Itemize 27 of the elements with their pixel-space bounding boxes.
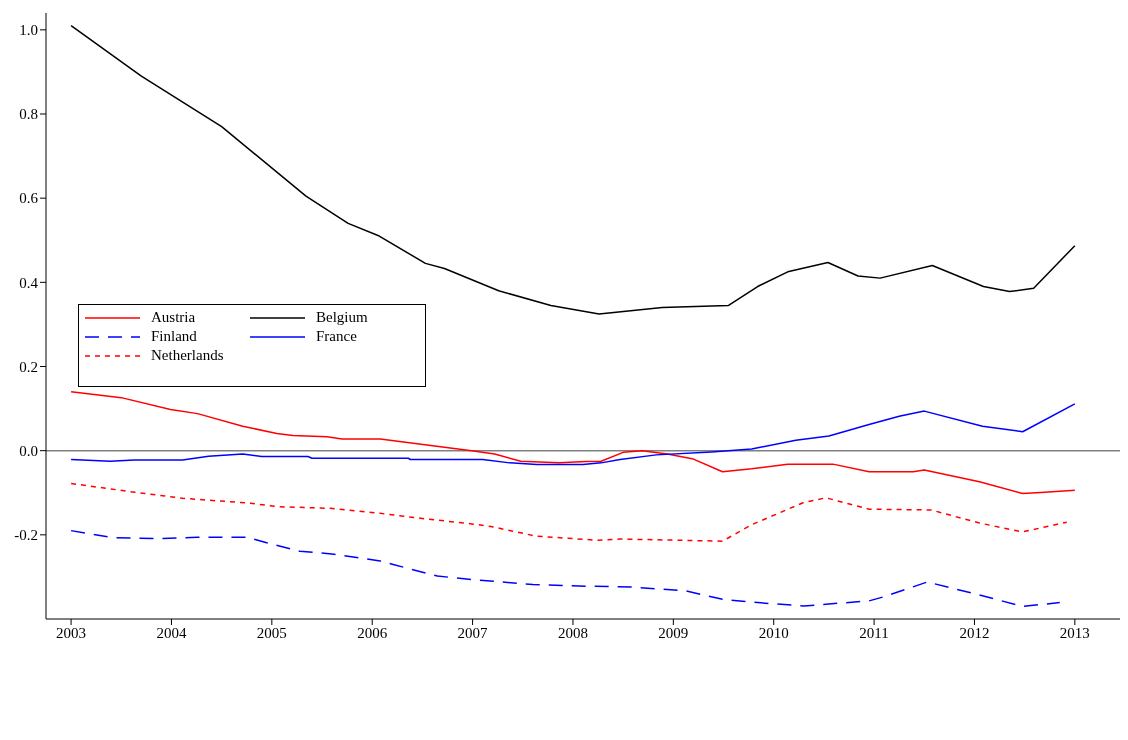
y-tick-label: 0.6 — [19, 190, 39, 207]
legend-label: Belgium — [316, 309, 368, 326]
line-series — [70, 529, 1061, 608]
x-tick-label: 2004 — [156, 624, 187, 641]
y-tick-label: 1.0 — [19, 22, 38, 39]
line-series — [70, 391, 1076, 495]
x-tick-label: 2013 — [1059, 624, 1090, 641]
x-tick-label: 2011 — [859, 624, 889, 641]
legend-label: Finland — [151, 328, 197, 345]
y-tick-label: 0.0 — [19, 442, 38, 459]
x-tick-label: 2007 — [457, 624, 489, 641]
x-tick-label: 2010 — [758, 624, 789, 641]
x-tick-label: 2005 — [256, 624, 287, 641]
x-tick-label: 2008 — [557, 624, 588, 641]
legend-label: Netherlands — [151, 347, 224, 364]
line-series — [70, 403, 1076, 466]
y-tick-label: 0.8 — [19, 106, 38, 123]
line-series — [70, 482, 1068, 542]
y-tick-label: -0.2 — [14, 527, 38, 544]
x-tick-label: 2003 — [56, 624, 87, 641]
legend-label: Austria — [151, 309, 196, 326]
x-tick-label: 2009 — [658, 624, 689, 641]
x-tick-label: 2012 — [959, 624, 990, 641]
y-tick-label: 0.4 — [19, 274, 39, 291]
legend-label: France — [316, 328, 357, 345]
x-tick-label: 2006 — [357, 624, 388, 641]
y-tick-label: 0.2 — [19, 358, 38, 375]
